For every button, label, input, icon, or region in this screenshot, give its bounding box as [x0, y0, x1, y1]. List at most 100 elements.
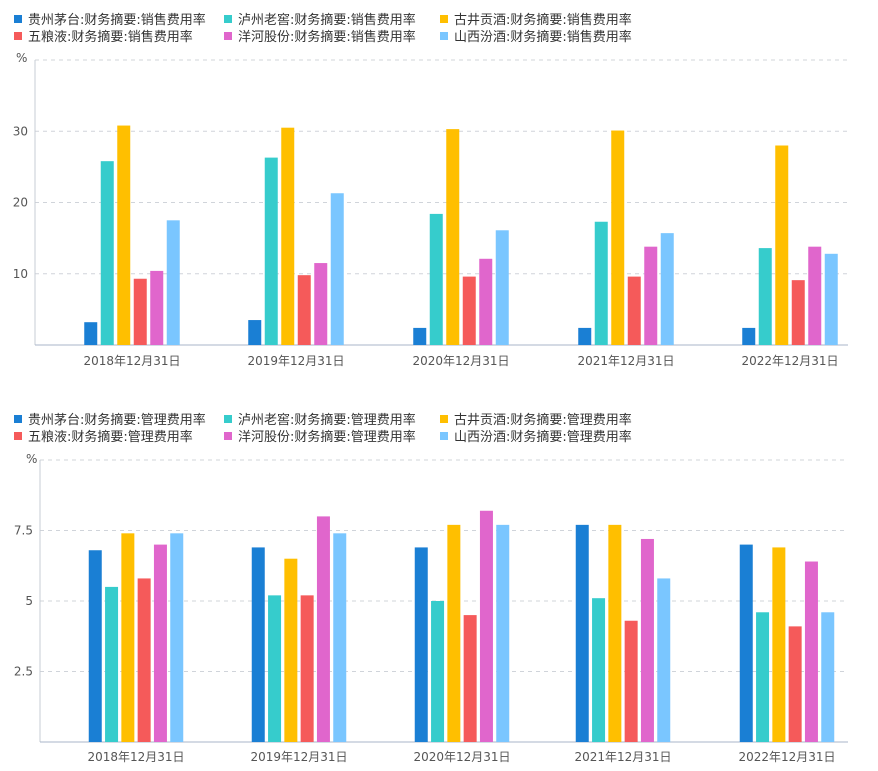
bar[interactable]: [133, 278, 147, 345]
legend-item[interactable]: 五粮液:财务摘要:管理费用率: [14, 429, 193, 446]
bar[interactable]: [117, 125, 131, 345]
legend-swatch: [440, 415, 448, 423]
bar[interactable]: [791, 280, 805, 345]
bar[interactable]: [330, 193, 344, 345]
bar[interactable]: [137, 578, 151, 742]
bar[interactable]: [281, 127, 295, 345]
bar[interactable]: [284, 558, 298, 742]
bar[interactable]: [627, 276, 641, 345]
bar[interactable]: [739, 544, 753, 742]
bar[interactable]: [578, 327, 592, 345]
bar[interactable]: [660, 233, 674, 345]
bar[interactable]: [84, 322, 98, 345]
bar[interactable]: [742, 327, 756, 345]
bar[interactable]: [758, 248, 772, 345]
bar[interactable]: [804, 561, 818, 742]
bar[interactable]: [248, 320, 262, 345]
chart-2-plot: % 2.5 5 7.5 2018年12月31日 2019年12月31日 2020年12月31…: [14, 452, 848, 764]
bar[interactable]: [264, 157, 278, 345]
bar[interactable]: [314, 263, 328, 345]
bar[interactable]: [431, 601, 445, 742]
bar[interactable]: [105, 586, 119, 742]
bar[interactable]: [608, 524, 622, 742]
bar[interactable]: [479, 258, 493, 345]
legend-item[interactable]: 洋河股份:财务摘要:销售费用率: [224, 29, 416, 46]
bar[interactable]: [594, 221, 608, 345]
bar[interactable]: [772, 547, 786, 742]
bar[interactable]: [88, 550, 102, 742]
bar[interactable]: [624, 620, 638, 742]
y-tick-label: 7.5: [14, 524, 33, 538]
bar[interactable]: [333, 533, 347, 742]
bar[interactable]: [121, 533, 135, 742]
bar[interactable]: [297, 275, 311, 345]
legend-item[interactable]: 贵州茅台:财务摘要:销售费用率: [14, 12, 206, 29]
bar[interactable]: [808, 246, 822, 345]
bar[interactable]: [495, 230, 509, 345]
bar[interactable]: [316, 516, 330, 742]
legend-item[interactable]: 五粮液:财务摘要:销售费用率: [14, 29, 193, 46]
chart-1-plot: % 10 20 30 2018年12月31日 2019年12月31日 2020年12月31日…: [13, 51, 848, 368]
y-tick-label: 5: [25, 594, 33, 608]
y-tick-label: 10: [13, 267, 28, 281]
legend-item[interactable]: 泸州老窖:财务摘要:销售费用率: [224, 12, 416, 29]
legend-swatch: [14, 415, 22, 423]
bar[interactable]: [821, 612, 835, 742]
bar[interactable]: [153, 544, 167, 742]
bar[interactable]: [447, 524, 461, 742]
legend-item[interactable]: 古井贡酒:财务摘要:销售费用率: [440, 12, 632, 29]
legend-item[interactable]: 山西汾酒:财务摘要:销售费用率: [440, 29, 632, 46]
x-tick-label: 2018年12月31日: [87, 750, 184, 764]
x-tick-label: 2018年12月31日: [83, 354, 180, 368]
legend-swatch: [224, 15, 232, 23]
bar[interactable]: [640, 538, 654, 742]
bar[interactable]: [775, 145, 789, 346]
bar[interactable]: [657, 578, 671, 742]
bar[interactable]: [575, 524, 589, 742]
bar[interactable]: [100, 161, 114, 345]
x-tick-label: 2020年12月31日: [412, 354, 509, 368]
bar[interactable]: [611, 130, 625, 345]
bar[interactable]: [463, 615, 477, 742]
bar[interactable]: [824, 253, 838, 345]
y-tick-label: 30: [13, 124, 28, 138]
bar[interactable]: [479, 510, 493, 742]
bar[interactable]: [268, 595, 282, 742]
legend-label: 古井贡酒:财务摘要:管理费用率: [454, 413, 632, 428]
legend-swatch: [440, 15, 448, 23]
legend-swatch: [440, 432, 448, 440]
bar[interactable]: [446, 129, 460, 345]
bar[interactable]: [300, 595, 314, 742]
bar[interactable]: [166, 220, 180, 345]
bar[interactable]: [756, 612, 770, 742]
bar[interactable]: [496, 524, 510, 742]
legend-swatch: [224, 415, 232, 423]
legend-item[interactable]: 洋河股份:财务摘要:管理费用率: [224, 429, 416, 446]
legend-label: 古井贡酒:财务摘要:销售费用率: [454, 13, 632, 28]
chart-2-legend: 贵州茅台:财务摘要:管理费用率 泸州老窖:财务摘要:管理费用率 古井贡酒:财务摘要:…: [14, 412, 714, 446]
bar[interactable]: [644, 246, 658, 345]
legend-swatch: [14, 32, 22, 40]
legend-item[interactable]: 泸州老窖:财务摘要:管理费用率: [224, 412, 416, 429]
x-tick-label: 2020年12月31日: [413, 750, 510, 764]
bar[interactable]: [150, 270, 164, 345]
legend-label: 五粮液:财务摘要:销售费用率: [28, 30, 193, 45]
legend-item[interactable]: 山西汾酒:财务摘要:管理费用率: [440, 429, 632, 446]
legend-label: 泸州老窖:财务摘要:管理费用率: [238, 413, 416, 428]
bar[interactable]: [462, 276, 476, 345]
legend-item[interactable]: 古井贡酒:财务摘要:管理费用率: [440, 412, 632, 429]
legend-item[interactable]: 贵州茅台:财务摘要:管理费用率: [14, 412, 206, 429]
legend-label: 山西汾酒:财务摘要:销售费用率: [454, 30, 632, 45]
legend-label: 山西汾酒:财务摘要:管理费用率: [454, 430, 632, 445]
legend-label: 五粮液:财务摘要:管理费用率: [28, 430, 193, 445]
bar[interactable]: [429, 213, 443, 345]
bar[interactable]: [251, 547, 265, 742]
bar[interactable]: [170, 533, 184, 742]
legend-label: 贵州茅台:财务摘要:销售费用率: [28, 13, 206, 28]
bar[interactable]: [413, 327, 427, 345]
bar[interactable]: [592, 598, 606, 742]
bar[interactable]: [414, 547, 428, 742]
bar[interactable]: [788, 626, 802, 742]
legend-label: 洋河股份:财务摘要:销售费用率: [238, 30, 416, 45]
x-tick-label: 2021年12月31日: [577, 354, 674, 368]
